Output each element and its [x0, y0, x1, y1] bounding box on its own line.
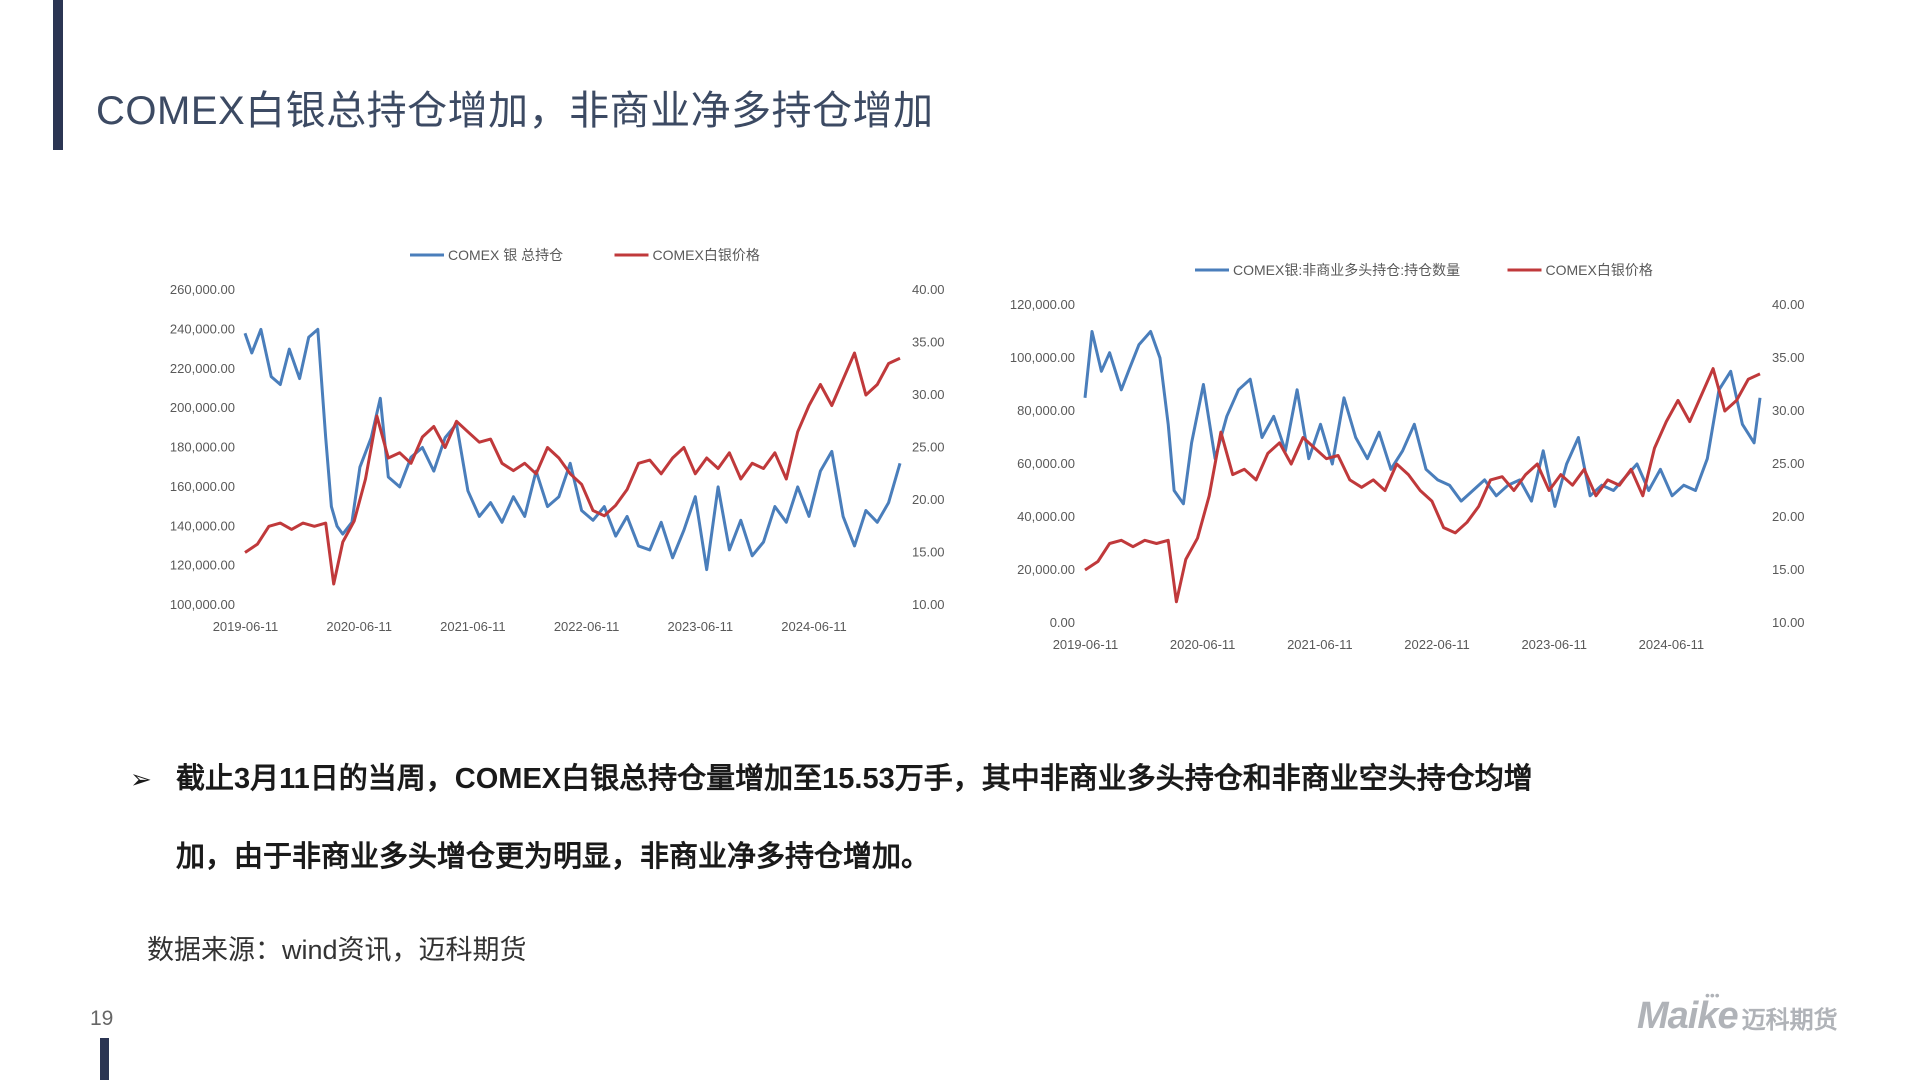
y-right-tick-label: 20.00	[1772, 509, 1805, 524]
y-left-tick-label: 260,000.00	[170, 282, 235, 297]
legend-label: COMEX银:非商业多头持仓:持仓数量	[1233, 262, 1460, 278]
y-right-tick-label: 35.00	[912, 335, 945, 350]
accent-bar-top	[53, 0, 63, 150]
x-tick-label: 2023-06-11	[1521, 637, 1587, 652]
x-tick-label: 2021-06-11	[1287, 637, 1353, 652]
y-right-tick-label: 40.00	[912, 282, 945, 297]
legend-label: COMEX 银 总持仓	[448, 247, 563, 263]
y-right-tick-label: 15.00	[1772, 562, 1805, 577]
y-left-tick-label: 120,000.00	[1010, 297, 1075, 312]
y-right-tick-label: 10.00	[912, 597, 945, 612]
y-left-tick-label: 0.00	[1050, 615, 1075, 630]
y-left-tick-label: 20,000.00	[1017, 562, 1075, 577]
bullet-text-line-2: 加，由于非商业多头增仓更为明显，非商业净多持仓增加。	[176, 841, 931, 873]
y-left-tick-label: 180,000.00	[170, 440, 235, 455]
x-tick-label: 2020-06-11	[326, 619, 392, 634]
legend-label: COMEX白银价格	[1546, 262, 1653, 278]
data-source-note: 数据来源：wind资讯，迈科期货	[147, 935, 527, 965]
y-right-tick-label: 25.00	[912, 440, 945, 455]
y-left-tick-label: 140,000.00	[170, 518, 235, 533]
bullet-arrow-icon: ➢	[130, 764, 152, 794]
y-right-tick-label: 25.00	[1772, 456, 1805, 471]
y-left-tick-label: 120,000.00	[170, 558, 235, 573]
y-left-tick-label: 100,000.00	[1010, 350, 1075, 365]
y-right-tick-label: 15.00	[912, 545, 945, 560]
y-right-tick-label: 10.00	[1772, 615, 1805, 630]
slide-title: COMEX白银总持仓增加，非商业净多持仓增加	[96, 89, 934, 133]
x-tick-label: 2022-06-11	[1404, 637, 1470, 652]
series-line-blue	[1083, 330, 1762, 508]
bullet-text-line-1: 截止3月11日的当周，COMEX白银总持仓量增加至15.53万手，其中非商业多头…	[176, 763, 1533, 795]
x-tick-label: 2024-06-11	[781, 619, 847, 634]
y-left-tick-label: 160,000.00	[170, 479, 235, 494]
y-left-tick-label: 80,000.00	[1017, 403, 1075, 418]
x-tick-label: 2019-06-11	[1053, 637, 1119, 652]
x-tick-label: 2020-06-11	[1170, 637, 1236, 652]
y-right-tick-label: 30.00	[1772, 403, 1805, 418]
company-logo: ••• Maike 迈科期货	[1637, 987, 1838, 1045]
x-tick-label: 2024-06-11	[1639, 637, 1705, 652]
y-left-tick-label: 60,000.00	[1017, 456, 1075, 471]
y-left-tick-label: 220,000.00	[170, 361, 235, 376]
series-line-red	[244, 351, 901, 586]
legend-label: COMEX白银价格	[653, 247, 760, 263]
x-tick-label: 2019-06-11	[213, 619, 279, 634]
logo-cn-text: 迈科期货	[1741, 1007, 1838, 1034]
series-line-blue	[243, 327, 902, 572]
logo-maike-text: Maike	[1637, 995, 1739, 1037]
x-tick-label: 2021-06-11	[440, 619, 506, 634]
y-left-tick-label: 100,000.00	[170, 597, 235, 612]
y-left-tick-label: 40,000.00	[1017, 509, 1075, 524]
series-line-red	[1084, 367, 1761, 604]
logo-dots-icon: •••	[1705, 987, 1720, 1003]
y-left-tick-label: 240,000.00	[170, 321, 235, 336]
x-tick-label: 2023-06-11	[668, 619, 734, 634]
chart-noncommercial-long: 0.00 20,000.00 40,000.00 60,000.00 80,000.00…	[1010, 262, 1805, 652]
y-right-tick-label: 40.00	[1772, 297, 1805, 312]
y-right-tick-label: 35.00	[1772, 350, 1805, 365]
y-right-tick-label: 20.00	[912, 492, 945, 507]
page-number: 19	[90, 1007, 114, 1030]
y-right-tick-label: 30.00	[912, 387, 945, 402]
y-left-tick-label: 200,000.00	[170, 400, 235, 415]
chart-total-open-interest: 100,000.00 120,000.00 140,000.00 160,000.00…	[170, 247, 945, 634]
x-tick-label: 2022-06-11	[554, 619, 620, 634]
accent-bar-bottom	[100, 1038, 109, 1080]
